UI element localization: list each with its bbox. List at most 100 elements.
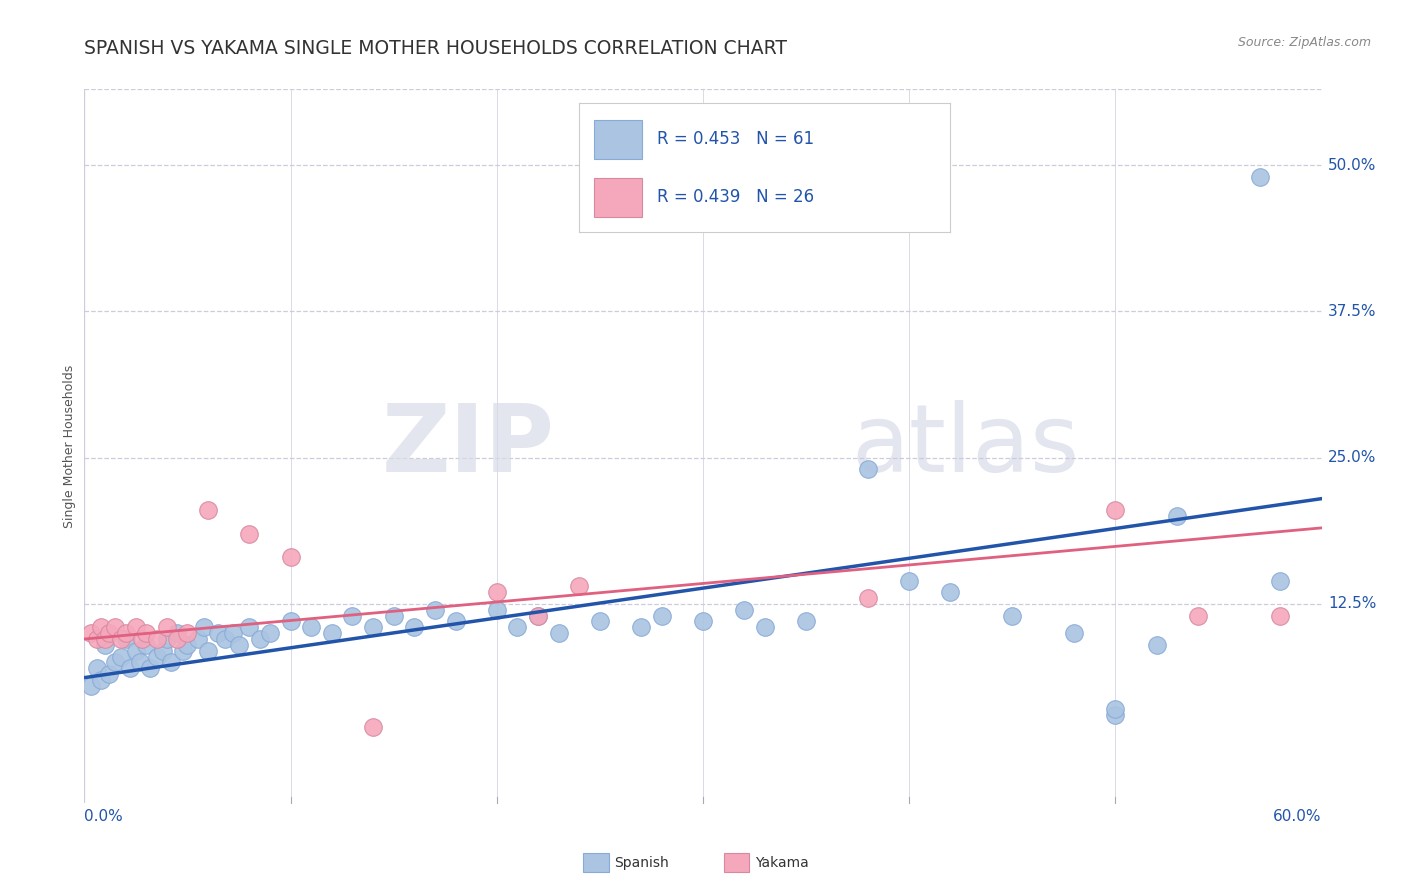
Point bbox=[485, 585, 508, 599]
Text: 12.5%: 12.5% bbox=[1327, 597, 1376, 611]
Text: Spanish: Spanish bbox=[614, 855, 669, 870]
Point bbox=[214, 632, 236, 646]
Text: R = 0.439   N = 26: R = 0.439 N = 26 bbox=[657, 188, 814, 206]
Point bbox=[125, 620, 148, 634]
Point bbox=[114, 632, 136, 646]
Point bbox=[207, 626, 229, 640]
Point bbox=[1270, 608, 1292, 623]
Point bbox=[1063, 626, 1085, 640]
Point bbox=[135, 626, 157, 640]
Point bbox=[90, 620, 112, 634]
Point bbox=[156, 620, 179, 634]
Y-axis label: Single Mother Households: Single Mother Households bbox=[63, 364, 76, 528]
Point bbox=[692, 615, 714, 629]
Point bbox=[176, 626, 198, 640]
Point bbox=[166, 626, 188, 640]
Text: Yakama: Yakama bbox=[755, 855, 808, 870]
Text: 50.0%: 50.0% bbox=[1327, 158, 1376, 173]
Point bbox=[342, 608, 364, 623]
Point bbox=[754, 620, 776, 634]
Point bbox=[1270, 574, 1292, 588]
Point bbox=[321, 626, 343, 640]
Point bbox=[856, 462, 879, 476]
Point bbox=[94, 632, 117, 646]
Point bbox=[299, 620, 322, 634]
Point bbox=[114, 626, 136, 640]
Text: 25.0%: 25.0% bbox=[1327, 450, 1376, 466]
Point bbox=[129, 656, 152, 670]
Text: Source: ZipAtlas.com: Source: ZipAtlas.com bbox=[1237, 36, 1371, 49]
Text: 0.0%: 0.0% bbox=[84, 809, 124, 823]
Point bbox=[238, 620, 260, 634]
Point bbox=[110, 649, 132, 664]
Point bbox=[651, 608, 673, 623]
Point bbox=[222, 626, 245, 640]
Point bbox=[79, 679, 101, 693]
FancyBboxPatch shape bbox=[595, 120, 643, 159]
Text: 60.0%: 60.0% bbox=[1274, 809, 1322, 823]
Point bbox=[382, 608, 405, 623]
Point bbox=[145, 649, 167, 664]
Point bbox=[125, 644, 148, 658]
Point bbox=[733, 603, 755, 617]
Point bbox=[152, 644, 174, 658]
Point bbox=[856, 591, 879, 605]
Point bbox=[1104, 708, 1126, 723]
FancyBboxPatch shape bbox=[595, 178, 643, 217]
Point bbox=[131, 632, 153, 646]
Point bbox=[139, 661, 162, 675]
Text: atlas: atlas bbox=[852, 400, 1080, 492]
Point bbox=[79, 626, 101, 640]
Point bbox=[104, 620, 127, 634]
Point bbox=[1001, 608, 1024, 623]
Point bbox=[228, 638, 250, 652]
Point bbox=[135, 638, 157, 652]
Point bbox=[86, 661, 108, 675]
Point bbox=[110, 632, 132, 646]
Point bbox=[1104, 503, 1126, 517]
Point bbox=[259, 626, 281, 640]
Point bbox=[172, 644, 194, 658]
Text: R = 0.453   N = 61: R = 0.453 N = 61 bbox=[657, 130, 814, 148]
Point bbox=[238, 526, 260, 541]
Point bbox=[176, 638, 198, 652]
Point bbox=[527, 608, 550, 623]
Text: SPANISH VS YAKAMA SINGLE MOTHER HOUSEHOLDS CORRELATION CHART: SPANISH VS YAKAMA SINGLE MOTHER HOUSEHOL… bbox=[84, 39, 787, 58]
Point bbox=[187, 632, 209, 646]
Point bbox=[361, 720, 384, 734]
Point bbox=[104, 656, 127, 670]
Point bbox=[939, 585, 962, 599]
Point bbox=[197, 644, 219, 658]
Point bbox=[166, 632, 188, 646]
Point bbox=[98, 626, 121, 640]
Point bbox=[589, 615, 612, 629]
Point bbox=[404, 620, 426, 634]
Point bbox=[1104, 702, 1126, 716]
Point bbox=[160, 656, 183, 670]
Point bbox=[423, 603, 446, 617]
Point bbox=[118, 661, 141, 675]
Point bbox=[197, 503, 219, 517]
Point bbox=[1146, 638, 1168, 652]
Text: 37.5%: 37.5% bbox=[1327, 304, 1376, 319]
Point bbox=[94, 638, 117, 652]
Point bbox=[506, 620, 529, 634]
Point bbox=[361, 620, 384, 634]
Point bbox=[249, 632, 271, 646]
Point bbox=[193, 620, 215, 634]
Point bbox=[280, 550, 302, 565]
Point bbox=[444, 615, 467, 629]
Point bbox=[794, 615, 817, 629]
Point bbox=[547, 626, 569, 640]
Point bbox=[1187, 608, 1209, 623]
Point bbox=[568, 579, 591, 593]
Point bbox=[1249, 169, 1271, 184]
Point bbox=[98, 667, 121, 681]
Point bbox=[86, 632, 108, 646]
Point bbox=[156, 632, 179, 646]
Point bbox=[280, 615, 302, 629]
Point bbox=[1166, 509, 1188, 524]
Point bbox=[90, 673, 112, 687]
Point bbox=[527, 608, 550, 623]
Point bbox=[898, 574, 921, 588]
